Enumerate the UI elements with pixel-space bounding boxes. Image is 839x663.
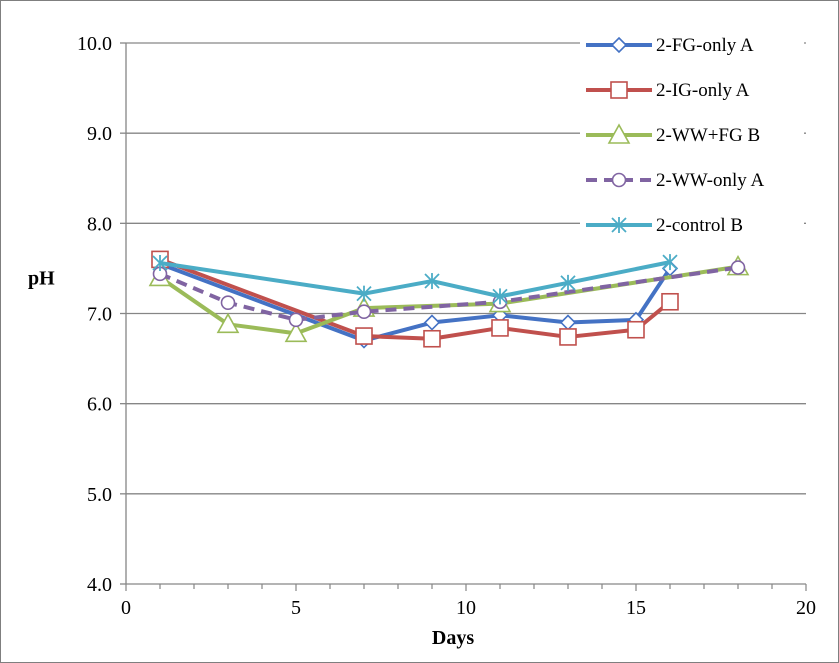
data-point	[661, 292, 679, 311]
legend-label: 2-FG-only A	[656, 35, 754, 56]
data-point	[492, 288, 508, 305]
legend-entry: 2-control B	[580, 208, 804, 242]
data-point	[356, 285, 372, 302]
legend-label: 2-control B	[656, 215, 743, 236]
series-5	[152, 254, 678, 305]
x-tick-label: 5	[291, 597, 301, 619]
y-tick-label: 4.0	[87, 574, 112, 596]
x-tick-labels: 0 5 10 15 20	[121, 597, 816, 619]
data-point	[220, 295, 236, 310]
legend-entry: 2-WW-only A	[580, 163, 804, 197]
series-line	[159, 265, 739, 322]
data-point	[424, 273, 440, 290]
axes	[120, 42, 807, 591]
legend-entry: 2-WW+FG B	[580, 118, 804, 152]
data-point	[560, 274, 576, 291]
y-tick-label: 5.0	[87, 484, 112, 506]
data-point	[152, 255, 168, 272]
gridlines	[126, 42, 806, 495]
legend-marker	[610, 81, 628, 99]
legend-entry: 2-FG-only A	[580, 28, 804, 62]
y-tick-label: 9.0	[87, 123, 112, 145]
x-tick-label: 15	[626, 597, 646, 619]
legend-label: 2-WW-only A	[656, 170, 764, 191]
y-tick-label: 7.0	[87, 304, 112, 326]
legend-entry: 2-IG-only A	[580, 73, 804, 107]
y-tick-labels: 4.0 5.0 6.0 7.0 8.0 9.0 10.0	[77, 33, 112, 596]
y-axis-title: pH	[28, 267, 55, 289]
plot-series	[148, 250, 750, 349]
data-point	[356, 304, 372, 319]
legend-marker	[611, 217, 627, 233]
x-tick-label: 20	[796, 597, 816, 619]
data-point	[491, 319, 509, 337]
legend-marker	[611, 172, 627, 188]
data-point	[216, 312, 240, 334]
data-point	[423, 329, 441, 348]
x-axis-title: Days	[432, 627, 474, 649]
data-point	[559, 328, 577, 346]
data-point	[284, 321, 308, 343]
data-point	[627, 320, 645, 339]
data-point	[288, 312, 304, 328]
series-line	[159, 260, 671, 299]
data-point	[355, 327, 373, 345]
legend-marker	[610, 36, 628, 54]
data-point	[559, 314, 577, 331]
legend-label: 2-WW+FG B	[656, 125, 760, 146]
y-tick-label: 10.0	[77, 33, 112, 55]
x-tick-label: 0	[121, 597, 131, 619]
series-3	[148, 254, 750, 343]
legend-marker	[607, 123, 631, 144]
y-tick-label: 8.0	[87, 213, 112, 235]
data-point	[662, 254, 678, 271]
data-point	[730, 260, 746, 275]
x-tick-label: 10	[456, 597, 476, 619]
legend-label: 2-IG-only A	[656, 80, 750, 101]
y-tick-label: 6.0	[87, 394, 112, 416]
legend: 2-FG-only A 2-IG-only A 2-WW+FG B 2-WW-only…	[580, 28, 804, 242]
data-point	[423, 314, 441, 331]
